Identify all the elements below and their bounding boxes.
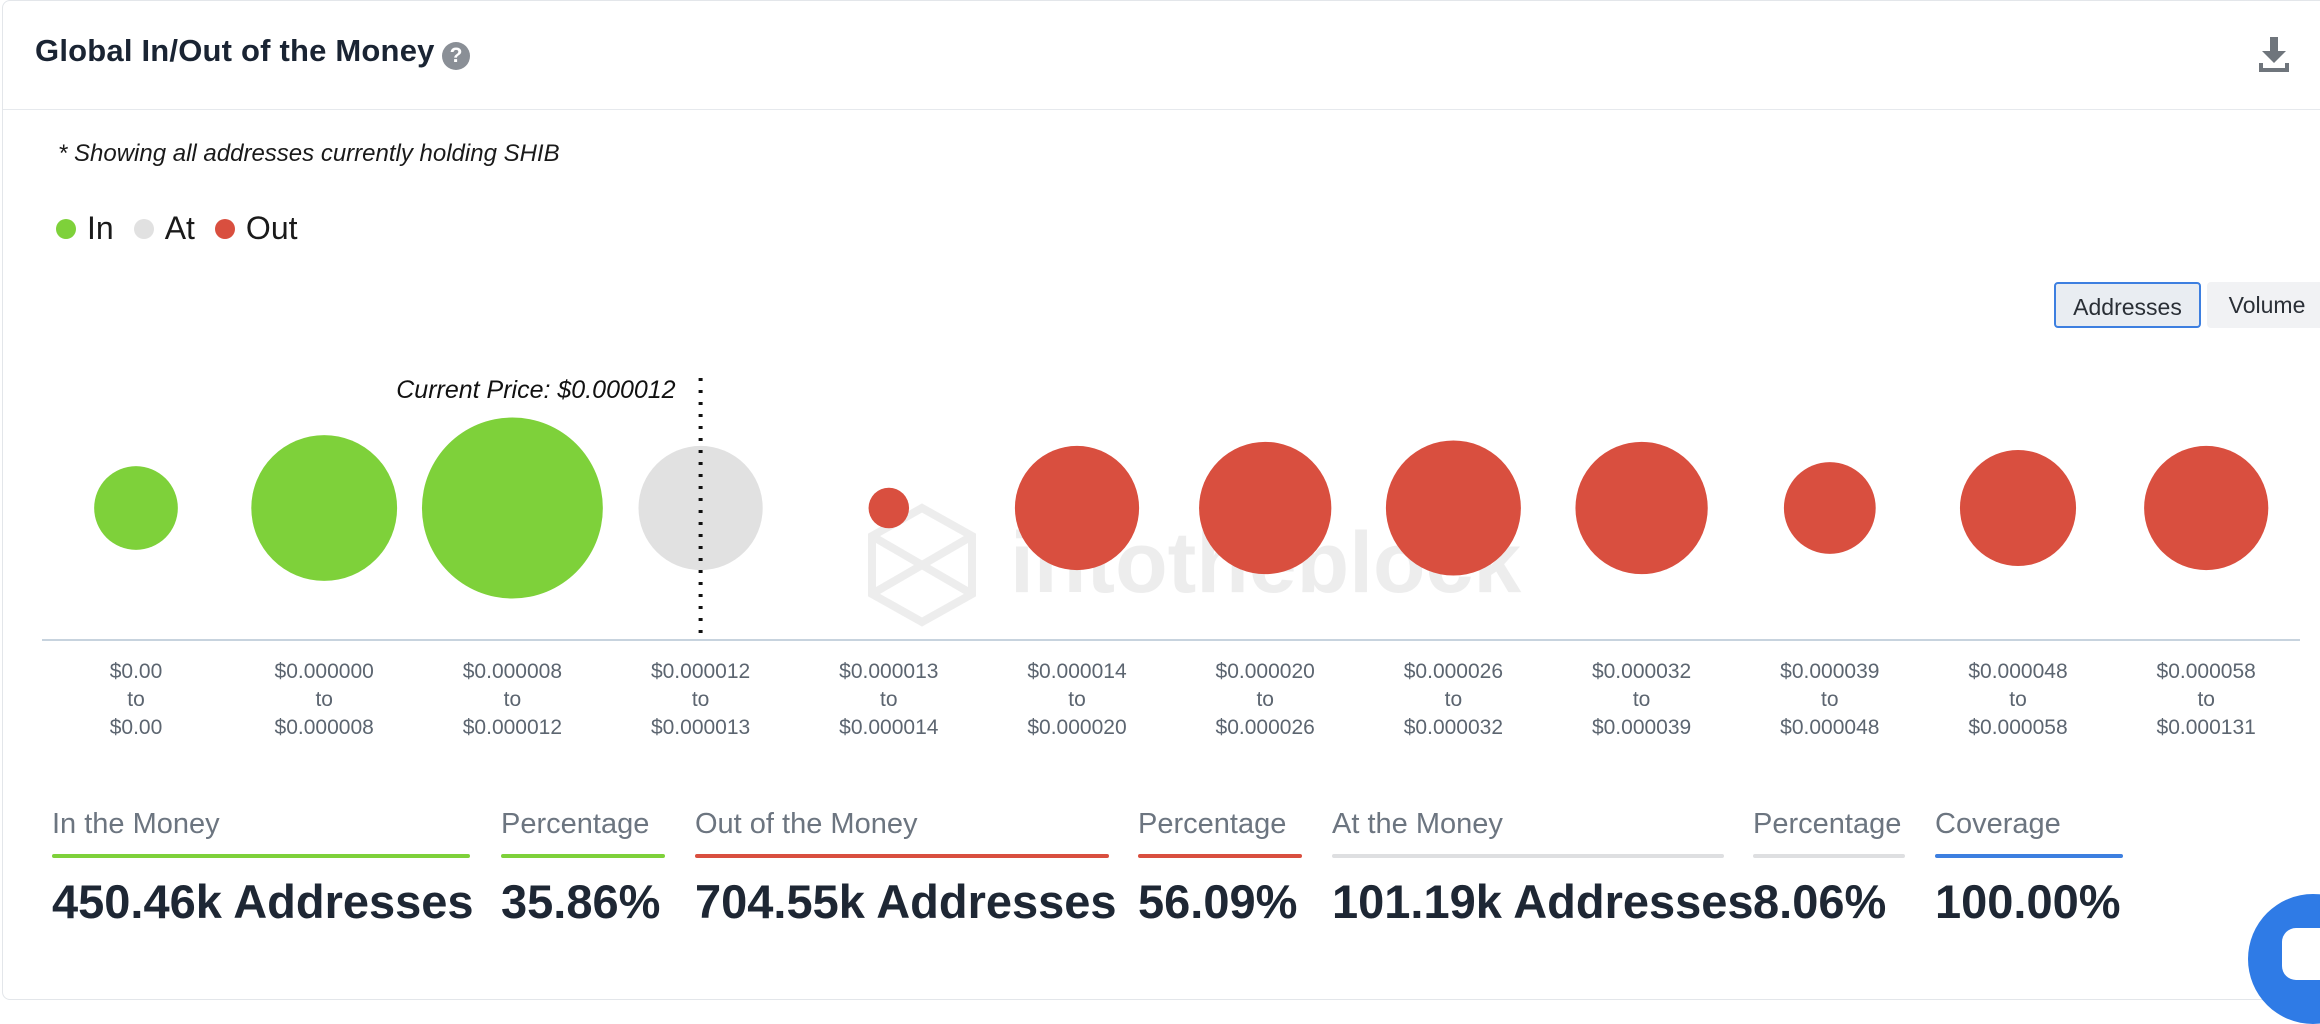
stat-underline xyxy=(695,854,1109,858)
x-tick-label: $0.000026 xyxy=(1216,716,1315,739)
chat-icon xyxy=(2282,928,2320,980)
stat-label: Percentage xyxy=(1753,808,1902,840)
stat-at-the-money: At the Money 101.19k Addresses xyxy=(1332,804,1754,929)
x-tick-label: $0.000020 xyxy=(1216,660,1315,683)
x-tick-label: $0.000008 xyxy=(463,660,562,683)
bubble-in-1[interactable] xyxy=(251,435,398,581)
legend-at-label: At xyxy=(164,210,195,246)
stat-label: At the Money xyxy=(1332,808,1503,840)
bubble-in-0[interactable] xyxy=(94,466,178,550)
stat-underline xyxy=(1753,854,1905,858)
x-tick-label: $0.00 xyxy=(110,660,163,683)
x-tick-label: to xyxy=(1256,688,1274,711)
bubble-out-11[interactable] xyxy=(2144,445,2269,571)
x-tick-label: $0.000048 xyxy=(1780,716,1879,739)
x-tick-label: to xyxy=(1068,688,1086,711)
stat-value: 100.00% xyxy=(1935,875,2121,928)
x-tick-label: $0.000012 xyxy=(463,716,562,739)
x-tick-label: $0.000012 xyxy=(651,660,750,683)
bubble-out-7[interactable] xyxy=(1385,440,1521,576)
x-tick-label: $0.000039 xyxy=(1780,660,1879,683)
stat-label: Percentage xyxy=(501,808,650,840)
x-tick-label: $0.000008 xyxy=(275,716,374,739)
iomap-bubble-chart: intotheblock $0.00to$0.00$0.000000to$0.0… xyxy=(42,376,2300,739)
x-tick-label: $0.000013 xyxy=(651,716,750,739)
legend-in-label: In xyxy=(87,210,114,246)
x-tick-label: to xyxy=(2009,688,2027,711)
legend-item-in[interactable]: In xyxy=(56,210,114,247)
stat-value: 35.86% xyxy=(501,875,661,928)
card-header: Global In/Out of the Money ? xyxy=(3,1,2320,110)
x-tick-label: $0.000058 xyxy=(2157,660,2256,683)
x-tick-label: $0.000058 xyxy=(1968,716,2067,739)
stat-underline xyxy=(1138,854,1302,858)
bubble-out-10[interactable] xyxy=(1959,449,2077,567)
stat-out-of-the-money: Out of the Money 704.55k Addresses xyxy=(695,804,1117,929)
x-tick-label: to xyxy=(1445,688,1463,711)
legend-out-dot xyxy=(214,218,235,239)
chart-legend: In At Out xyxy=(56,210,318,247)
volume-toggle-button[interactable]: Volume xyxy=(2207,282,2320,328)
addresses-toggle-button[interactable]: Addresses xyxy=(2054,282,2201,328)
legend-at-dot xyxy=(133,218,154,239)
x-tick-label: to xyxy=(127,688,145,711)
stat-at-percentage: Percentage 8.06% xyxy=(1753,804,1905,929)
stat-value: 8.06% xyxy=(1753,875,1887,928)
stat-underline xyxy=(1935,854,2123,858)
x-tick-label: to xyxy=(880,688,898,711)
x-tick-label: $0.000014 xyxy=(1027,660,1127,683)
stat-label: Percentage xyxy=(1138,808,1287,840)
current-price-label: Current Price: $0.000012 xyxy=(396,376,675,404)
x-tick-label: $0.000048 xyxy=(1968,660,2067,683)
stat-underline xyxy=(1332,854,1724,858)
bubble-out-6[interactable] xyxy=(1199,441,1332,575)
legend-in-dot xyxy=(56,218,76,239)
x-tick-label: to xyxy=(315,688,333,711)
legend-item-out[interactable]: Out xyxy=(214,210,298,247)
x-tick-label: $0.000013 xyxy=(839,660,938,683)
x-tick-label: to xyxy=(1821,688,1839,711)
stat-underline xyxy=(52,854,470,858)
stat-coverage: Coverage 100.00% xyxy=(1935,804,2123,929)
legend-out-label: Out xyxy=(245,210,298,246)
stat-value: 101.19k Addresses xyxy=(1332,875,1754,928)
bubble-out-4[interactable] xyxy=(868,487,910,529)
x-tick-label: $0.000026 xyxy=(1404,660,1503,683)
stat-value: 704.55k Addresses xyxy=(695,875,1117,928)
x-tick-label: $0.000032 xyxy=(1404,716,1503,739)
stat-in-percentage: Percentage 35.86% xyxy=(501,804,665,929)
x-tick-label: to xyxy=(504,688,522,711)
x-tick-label: $0.00 xyxy=(110,716,163,739)
help-icon[interactable]: ? xyxy=(442,42,470,70)
bubble-out-9[interactable] xyxy=(1783,462,1876,554)
card-title: Global In/Out of the Money xyxy=(35,33,435,68)
stat-label: In the Money xyxy=(52,808,220,840)
x-tick-label: to xyxy=(2197,688,2215,711)
stat-underline xyxy=(501,854,665,858)
bubble-in-2[interactable] xyxy=(421,417,603,599)
stat-value: 450.46k Addresses xyxy=(52,875,474,928)
stat-label: Coverage xyxy=(1935,808,2061,840)
bubble-out-5[interactable] xyxy=(1014,445,1140,571)
x-tick-label: to xyxy=(692,688,710,711)
stat-label: Out of the Money xyxy=(695,808,918,840)
x-tick-label: $0.000032 xyxy=(1592,660,1691,683)
holding-note: * Showing all addresses currently holdin… xyxy=(58,140,560,167)
x-tick-label: $0.000000 xyxy=(275,660,374,683)
x-tick-label: $0.000020 xyxy=(1027,716,1126,739)
bubble-out-8[interactable] xyxy=(1575,441,1708,575)
bubble-at-3[interactable] xyxy=(638,445,763,571)
stat-in-the-money: In the Money 450.46k Addresses xyxy=(52,804,474,929)
x-tick-label: to xyxy=(1633,688,1651,711)
stat-out-percentage: Percentage 56.09% xyxy=(1138,804,1302,929)
legend-item-at[interactable]: At xyxy=(133,210,195,247)
x-tick-label: $0.000039 xyxy=(1592,716,1691,739)
x-tick-label: $0.000014 xyxy=(839,716,939,739)
download-icon[interactable] xyxy=(2257,35,2291,73)
stat-value: 56.09% xyxy=(1138,875,1298,928)
x-tick-label: $0.000131 xyxy=(2157,716,2256,739)
